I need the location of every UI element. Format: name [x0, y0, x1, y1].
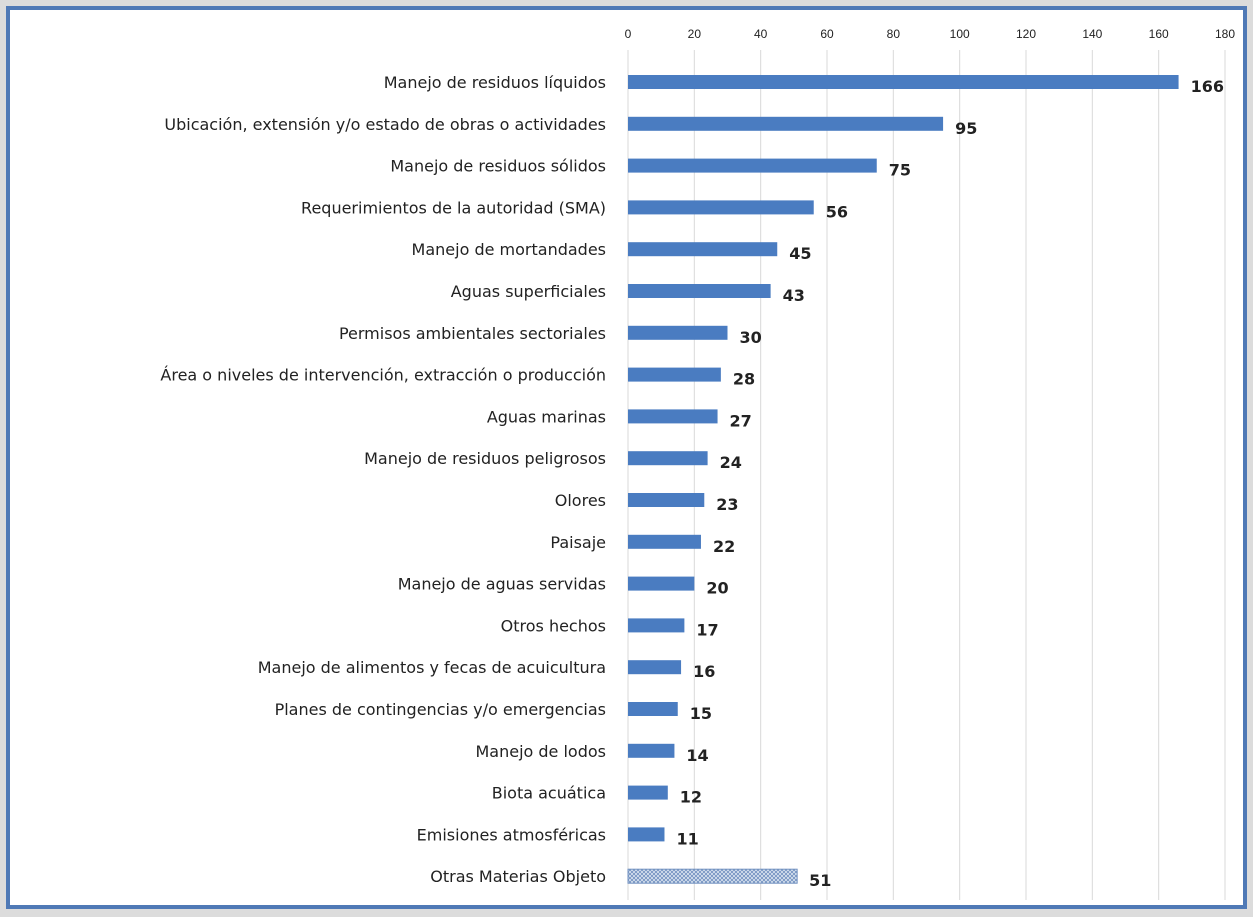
value-label: 23 — [716, 495, 738, 514]
category-label: Requerimientos de la autoridad (SMA) — [301, 198, 606, 217]
value-label: 56 — [826, 202, 848, 221]
category-label: Manejo de residuos peligrosos — [364, 449, 606, 468]
category-label: Biota acuática — [492, 784, 606, 803]
bar — [628, 660, 682, 675]
bar — [628, 785, 668, 800]
x-tick-label: 100 — [950, 27, 970, 41]
category-label: Permisos ambientales sectoriales — [339, 324, 606, 343]
bar — [628, 75, 1179, 89]
category-label: Paisaje — [550, 533, 606, 552]
category-label: Manejo de aguas servidas — [398, 575, 606, 594]
value-label: 16 — [693, 662, 715, 681]
value-label: 17 — [696, 620, 718, 639]
bar — [628, 534, 701, 549]
value-label: 95 — [955, 119, 977, 138]
value-label: 166 — [1191, 77, 1224, 96]
value-label: 22 — [713, 537, 735, 556]
bar — [628, 325, 728, 340]
bar — [628, 284, 771, 298]
category-label: Planes de contingencias y/o emergencias — [275, 700, 606, 719]
category-label: Aguas marinas — [487, 407, 606, 426]
value-label: 12 — [680, 788, 702, 807]
category-label: Olores — [555, 491, 606, 510]
bar-chart: 0 20 40 60 80 100 120 140 160 180 Manejo de residu… — [160, 27, 1235, 900]
value-label: 20 — [706, 579, 728, 598]
bar — [628, 409, 718, 424]
category-label: Ubicación, extensión y/o estado de obras… — [164, 115, 606, 134]
bar — [628, 743, 675, 758]
value-label: 11 — [676, 829, 698, 848]
chart-frame: 0 20 40 60 80 100 120 140 160 180 Manejo de residu… — [6, 6, 1247, 909]
x-tick-label: 80 — [887, 27, 901, 41]
x-tick-label: 160 — [1149, 27, 1169, 41]
bar — [628, 116, 944, 131]
category-label: Emisiones atmosféricas — [417, 825, 606, 844]
category-label: Manejo de mortandades — [412, 240, 606, 259]
bar — [628, 200, 814, 215]
x-tick-label: 40 — [754, 27, 768, 41]
value-label: 14 — [686, 746, 708, 765]
x-tick-label: 0 — [625, 27, 632, 41]
bar — [628, 827, 665, 842]
value-label: 43 — [783, 286, 805, 305]
category-label: Área o niveles de intervención, extracci… — [160, 366, 606, 385]
x-tick-label: 20 — [688, 27, 702, 41]
bar — [628, 493, 705, 507]
category-label: Manejo de alimentos y fecas de acuicultu… — [258, 658, 606, 677]
value-label: 28 — [733, 370, 755, 389]
x-tick-label: 60 — [820, 27, 834, 41]
x-tick-label: 140 — [1082, 27, 1102, 41]
x-tick-label: 120 — [1016, 27, 1036, 41]
bar — [628, 242, 778, 257]
category-label: Manejo de residuos sólidos — [390, 157, 606, 176]
value-label: 75 — [889, 161, 911, 180]
value-label: 30 — [740, 328, 762, 347]
bar — [628, 367, 721, 382]
bar — [628, 702, 678, 716]
bar — [627, 868, 798, 884]
bar — [628, 158, 877, 173]
value-label: 45 — [789, 244, 811, 263]
bar — [628, 576, 695, 591]
bar — [628, 451, 708, 466]
category-label: Manejo de lodos — [475, 742, 606, 761]
value-label: 24 — [720, 453, 742, 472]
bar — [628, 618, 685, 633]
category-label: Otras Materias Objeto — [430, 867, 606, 886]
value-label: 51 — [809, 871, 831, 890]
category-label: Aguas superficiales — [451, 282, 606, 301]
category-label: Otros hechos — [501, 616, 606, 635]
x-tick-label: 180 — [1215, 27, 1235, 41]
value-label: 15 — [690, 704, 712, 723]
category-label: Manejo de residuos líquidos — [384, 73, 606, 92]
value-label: 27 — [730, 411, 752, 430]
